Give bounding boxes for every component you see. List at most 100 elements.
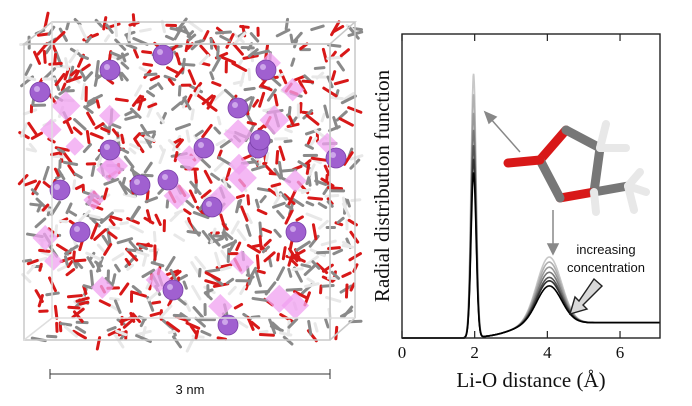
bond-stick <box>38 262 43 272</box>
bond-stick <box>336 60 345 72</box>
bond-stick <box>239 285 247 295</box>
bond-stick <box>44 44 53 55</box>
bond-stick <box>36 32 51 37</box>
bond-stick <box>213 161 225 172</box>
bond-stick <box>213 126 222 135</box>
bond-stick <box>144 136 153 149</box>
bond-stick <box>261 245 270 254</box>
bond-stick <box>133 138 145 154</box>
bond-stick <box>144 72 158 77</box>
bond-stick <box>201 123 213 139</box>
bond-stick <box>189 180 202 196</box>
coordination-polyhedron <box>208 294 233 319</box>
bond-stick <box>78 54 89 60</box>
bond-stick <box>103 242 113 256</box>
bond-stick <box>54 72 66 87</box>
bond-stick <box>211 81 222 87</box>
bond-stick <box>221 222 229 231</box>
bond-stick <box>139 318 146 328</box>
bond-stick <box>193 169 198 184</box>
bond-stick <box>250 320 261 330</box>
bond-stick <box>247 276 254 286</box>
bond-stick <box>109 215 123 222</box>
bond-stick <box>312 158 323 165</box>
bond-stick <box>279 168 298 173</box>
bond-stick <box>223 231 234 241</box>
bond-stick <box>89 214 101 220</box>
x-tick-label: 6 <box>616 343 625 362</box>
bond-stick <box>75 296 90 303</box>
bond-stick <box>187 69 197 86</box>
bond-stick <box>232 42 244 56</box>
bond-stick <box>187 20 203 33</box>
bond-stick <box>126 263 135 271</box>
bond-stick <box>215 138 226 147</box>
bond-stick <box>193 81 203 93</box>
sphere-highlight <box>260 64 266 70</box>
bond-stick <box>192 211 210 220</box>
bond-stick <box>73 172 83 179</box>
bond-stick <box>138 244 149 251</box>
bond-stick <box>276 209 285 220</box>
bond-stick <box>166 66 180 75</box>
bond-stick <box>212 90 225 102</box>
bond-stick <box>350 198 362 202</box>
bond-stick <box>24 63 33 76</box>
bond-stick <box>100 126 111 134</box>
bond-stick <box>206 103 218 112</box>
bond-stick <box>129 143 141 150</box>
bond-stick <box>130 205 142 221</box>
bond-stick <box>185 321 201 330</box>
bond-stick <box>289 33 294 44</box>
sphere-highlight <box>74 226 80 232</box>
bond-stick <box>261 227 273 234</box>
bond-stick <box>124 257 132 267</box>
bond-stick <box>203 288 214 295</box>
bond-stick <box>74 260 84 270</box>
coordination-polyhedron <box>44 251 64 271</box>
bond-stick <box>53 224 59 238</box>
bond-stick <box>94 260 103 268</box>
rdf-curves <box>402 73 660 339</box>
sphere-highlight <box>104 144 110 150</box>
bond-stick <box>174 67 185 78</box>
bond-stick <box>185 129 191 143</box>
sphere-highlight <box>134 179 140 185</box>
bond-stick <box>276 252 280 262</box>
bond-stick <box>263 251 276 263</box>
bond-stick <box>86 111 96 126</box>
bond-stick <box>304 282 320 288</box>
bond-stick <box>305 212 323 222</box>
coordination-polyhedron <box>265 284 294 313</box>
li-coordination-polyhedra <box>32 52 338 320</box>
bond-stick <box>214 251 221 268</box>
bond-stick <box>89 132 104 140</box>
bond-stick <box>339 309 353 318</box>
bond-stick <box>53 52 58 65</box>
bond-stick <box>133 48 140 59</box>
bond-stick <box>85 251 102 261</box>
rdf-series-line <box>402 73 660 339</box>
bond-stick <box>287 267 293 278</box>
bond-stick <box>51 30 66 45</box>
bond-stick <box>43 11 50 29</box>
bond-stick <box>135 250 150 257</box>
bond-stick <box>111 128 120 138</box>
bond-stick <box>256 208 268 216</box>
bond-stick <box>250 266 258 277</box>
bond-stick <box>194 316 206 328</box>
coordination-polyhedron <box>228 153 250 176</box>
bond-stick <box>82 284 94 290</box>
bond-stick <box>341 196 348 211</box>
bond-stick <box>121 176 127 187</box>
bond-stick <box>349 154 364 161</box>
bond-stick <box>251 296 268 302</box>
bond-stick <box>144 135 156 143</box>
bond-stick <box>310 156 327 162</box>
bond-stick <box>85 130 91 144</box>
bond-stick <box>330 270 341 280</box>
bond-stick <box>201 94 214 106</box>
bond-stick <box>305 113 320 126</box>
bond-stick <box>74 325 87 334</box>
